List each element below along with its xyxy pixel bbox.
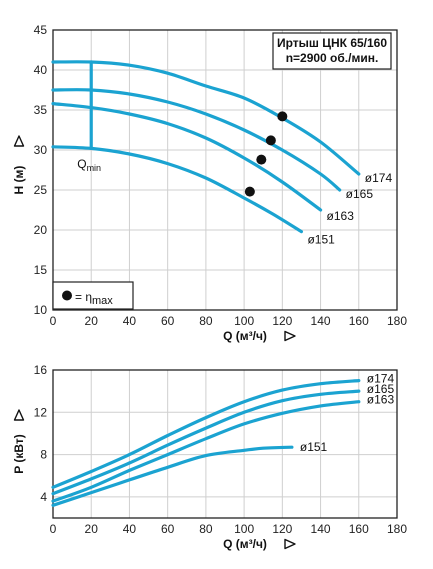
x-tick-label: 100: [234, 522, 254, 536]
x-tick-label: 40: [123, 314, 137, 328]
y-tick-label: 16: [34, 363, 48, 377]
chart-title: Иртыш ЦНК 65/160: [277, 36, 387, 50]
series-label: ø174: [367, 372, 395, 386]
y-tick-label: 20: [34, 223, 48, 237]
y-axis-label: P (кВт): [12, 434, 26, 474]
legend-subscript: max: [92, 295, 113, 307]
y-tick-label: 45: [34, 23, 48, 37]
y-tick-label: 15: [34, 263, 48, 277]
y-tick-label: 35: [34, 103, 48, 117]
series-label: ø165: [367, 382, 395, 396]
x-axis-arrow-icon: [284, 538, 296, 550]
legend-box: [52, 281, 134, 310]
qmin-label: Qmin: [77, 157, 101, 173]
qmin-subscript: min: [87, 163, 102, 173]
y-axis-label: H (м): [12, 166, 26, 195]
x-tick-label: 80: [199, 522, 213, 536]
y-tick-label: 10: [34, 303, 48, 317]
y-tick-label: 25: [34, 183, 48, 197]
y-tick-label: 8: [40, 448, 47, 462]
x-tick-label: 20: [85, 522, 99, 536]
x-axis-label: Q (м³/ч): [223, 537, 267, 551]
y-tick-label: 12: [34, 405, 48, 419]
series-line-ø163: [51, 102, 323, 212]
chart-panel-2: 0 20 40 60 80 100 120 140 160 180 4 8 12 16 Q (м³/ч) P …: [12, 363, 407, 551]
y-axis-arrow-icon: [13, 409, 25, 421]
x-tick-label: 160: [349, 522, 369, 536]
series-label: ø163: [327, 209, 355, 223]
x-tick-label: 80: [199, 314, 213, 328]
x-tick-label: 120: [272, 522, 292, 536]
x-tick-label: 100: [234, 314, 254, 328]
y-axis-arrow-icon: [13, 135, 25, 147]
series-line-ø151: [51, 445, 294, 507]
x-tick-label: 40: [123, 522, 137, 536]
x-tick-label: 140: [311, 314, 331, 328]
series-line-ø163: [51, 400, 361, 503]
x-tick-label: 180: [387, 314, 407, 328]
x-tick-label: 0: [50, 522, 57, 536]
plot-frame: [52, 369, 398, 519]
x-tick-label: 0: [50, 314, 57, 328]
y-tick-label: 30: [34, 143, 48, 157]
y-tick-label: 40: [34, 63, 48, 77]
series-label: ø165: [346, 187, 374, 201]
x-axis-arrow-icon: [284, 330, 296, 342]
series-line-ø174: [51, 379, 361, 489]
eta-max-point: [244, 186, 255, 197]
x-tick-label: 120: [272, 314, 292, 328]
x-tick-label: 180: [387, 522, 407, 536]
series-line-ø174: [51, 60, 361, 176]
chart-panel-1: 0 20 40 60 80 100 120 140 160 180 10 15 20 25 30 35 40 45…: [12, 23, 407, 343]
x-tick-label: 140: [311, 522, 331, 536]
series-label: ø151: [300, 440, 328, 454]
x-axis-label: Q (м³/ч): [223, 329, 267, 343]
legend-marker: [62, 290, 72, 301]
y-tick-label: 4: [40, 490, 47, 504]
title-box: [272, 32, 392, 70]
x-tick-label: 160: [349, 314, 369, 328]
x-tick-label: 20: [85, 314, 99, 328]
x-tick-label: 60: [161, 314, 175, 328]
x-tick-label: 60: [161, 522, 175, 536]
series-line-ø151: [51, 145, 303, 234]
series-label: ø151: [307, 233, 335, 247]
gridlines: [52, 29, 398, 311]
series-line-ø165: [51, 88, 342, 192]
eta-max-point: [265, 135, 276, 146]
eta-max-point: [256, 154, 267, 165]
eta-max-point: [277, 111, 288, 122]
series-line-ø165: [51, 389, 361, 496]
plot-frame: [52, 29, 398, 311]
chart-subtitle: n=2900 об./мин.: [286, 51, 379, 65]
legend-label: = ηmax: [75, 290, 113, 307]
series-label: ø163: [367, 393, 395, 407]
series-label: ø174: [365, 171, 393, 185]
